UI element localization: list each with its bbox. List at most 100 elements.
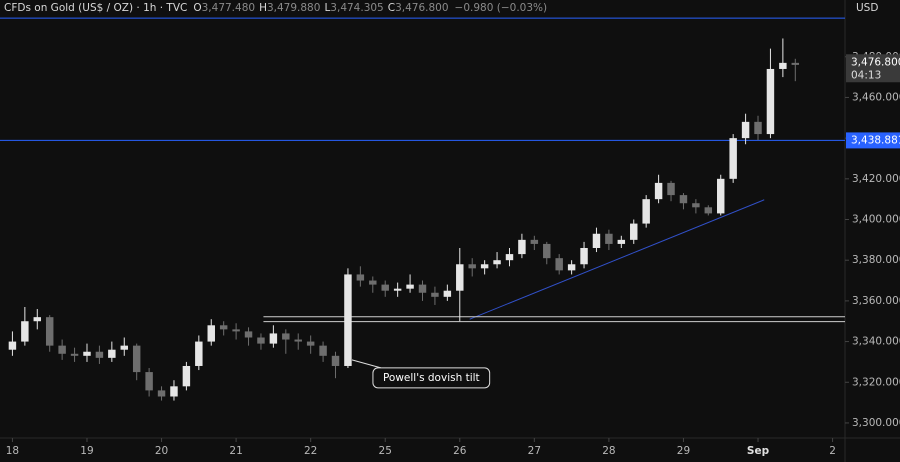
y-tick-label: 3,420.000	[852, 173, 900, 185]
candle-body	[791, 62, 800, 65]
header: CFDs on Gold (US$ / OZ) · 1h · TVC	[4, 2, 187, 14]
candle-body	[667, 182, 675, 196]
candle-body	[306, 341, 315, 346]
y-tick-label: 3,300.000	[852, 417, 900, 429]
candle-body	[33, 317, 42, 322]
header-label: O	[193, 2, 201, 14]
candle-body	[393, 288, 402, 291]
candle-body	[480, 264, 489, 269]
header-label: H	[259, 2, 267, 14]
header-value: 3,477.480	[202, 2, 255, 14]
candle-body	[369, 280, 377, 285]
candle-body	[219, 325, 228, 330]
candle-body	[120, 345, 128, 350]
x-tick-label: 2	[829, 445, 836, 457]
candle-body	[269, 333, 278, 344]
x-tick-label: 26	[453, 445, 467, 457]
candle-body	[692, 203, 700, 208]
candle-body	[605, 233, 613, 244]
x-tick-label: 25	[379, 445, 392, 457]
x-tick-label: 20	[155, 445, 168, 457]
last-price-label: 3,476.800	[851, 56, 900, 68]
candle-body	[207, 325, 215, 342]
candle-body	[779, 62, 787, 69]
last-price-box	[846, 54, 900, 83]
header-label: C	[388, 2, 395, 14]
y-tick-label: 3,320.000	[852, 376, 900, 388]
candle-body	[505, 254, 514, 261]
callout-pointer	[351, 359, 382, 369]
price-label: 3,438.881	[851, 134, 900, 146]
candle-body	[679, 195, 688, 204]
candle-body	[381, 284, 389, 291]
x-tick-label: 28	[602, 445, 615, 457]
candle-body	[431, 292, 439, 297]
candle-body	[555, 258, 563, 271]
y-tick-label: 3,400.000	[852, 214, 900, 226]
header-value: 3,479.880	[267, 2, 320, 14]
candle-body	[282, 333, 290, 340]
candle-body	[704, 207, 713, 214]
symbol: CFDs on Gold (US$ / OZ) · 1h · TVC	[4, 2, 187, 14]
candle-body	[456, 264, 464, 291]
x-tick-label: 21	[229, 445, 242, 457]
annotation-box	[372, 367, 491, 389]
candle-body	[468, 264, 476, 269]
candle-body	[108, 349, 116, 358]
candle-body	[717, 178, 725, 214]
x-tick-label: 19	[80, 445, 93, 457]
annotation: Powell's dovish tilt	[383, 372, 480, 384]
candle-body	[58, 345, 66, 354]
candle-body	[592, 233, 601, 248]
candle-body	[580, 247, 588, 265]
candle-body	[331, 355, 340, 366]
candle-body	[257, 337, 265, 344]
candle-body	[182, 365, 191, 387]
x-tick-label: 29	[677, 445, 690, 457]
y-tick-label: 3,380.000	[852, 254, 900, 266]
candle-body	[567, 264, 576, 271]
currency: USD	[856, 2, 878, 14]
candle-body	[95, 351, 104, 358]
x-tick-label: Sep	[747, 445, 770, 457]
candle-body	[195, 341, 203, 366]
candle-body	[729, 138, 737, 179]
price-label-box	[846, 132, 900, 149]
candle-body	[232, 329, 240, 332]
candle-body	[294, 339, 302, 342]
candle-body	[654, 182, 663, 200]
candle-body	[543, 243, 551, 259]
header-change: −0.980 (−0.03%)	[455, 2, 548, 14]
candle-body	[344, 274, 352, 366]
candle-body	[21, 321, 29, 342]
y-tick-label: 3,340.000	[852, 336, 900, 348]
candle-body	[741, 121, 750, 139]
candle-body	[8, 341, 17, 350]
candle-body	[493, 260, 501, 265]
candle-body	[617, 239, 626, 244]
candle-body	[754, 121, 762, 135]
currency-box	[847, 0, 900, 16]
candle-body	[145, 372, 153, 391]
candle-body	[45, 317, 54, 346]
x-tick-label: 22	[304, 445, 317, 457]
candle-body	[132, 345, 141, 373]
candle-body	[443, 290, 452, 297]
candle-body	[83, 351, 91, 356]
countdown: 04:13	[851, 69, 881, 81]
candle-body	[418, 284, 427, 293]
header-label: L	[324, 2, 330, 14]
candle-body	[319, 345, 327, 356]
candle-body	[244, 331, 253, 338]
candle-body	[70, 353, 79, 356]
drawing-line	[469, 199, 765, 320]
candle-body	[766, 68, 775, 135]
candle-body	[356, 274, 365, 281]
candle-body	[170, 386, 178, 397]
candle-body	[157, 390, 166, 397]
y-tick-label: 3,460.000	[852, 91, 900, 103]
candle-body	[642, 199, 650, 224]
candle-body	[518, 239, 526, 255]
x-tick-label: 18	[6, 445, 19, 457]
